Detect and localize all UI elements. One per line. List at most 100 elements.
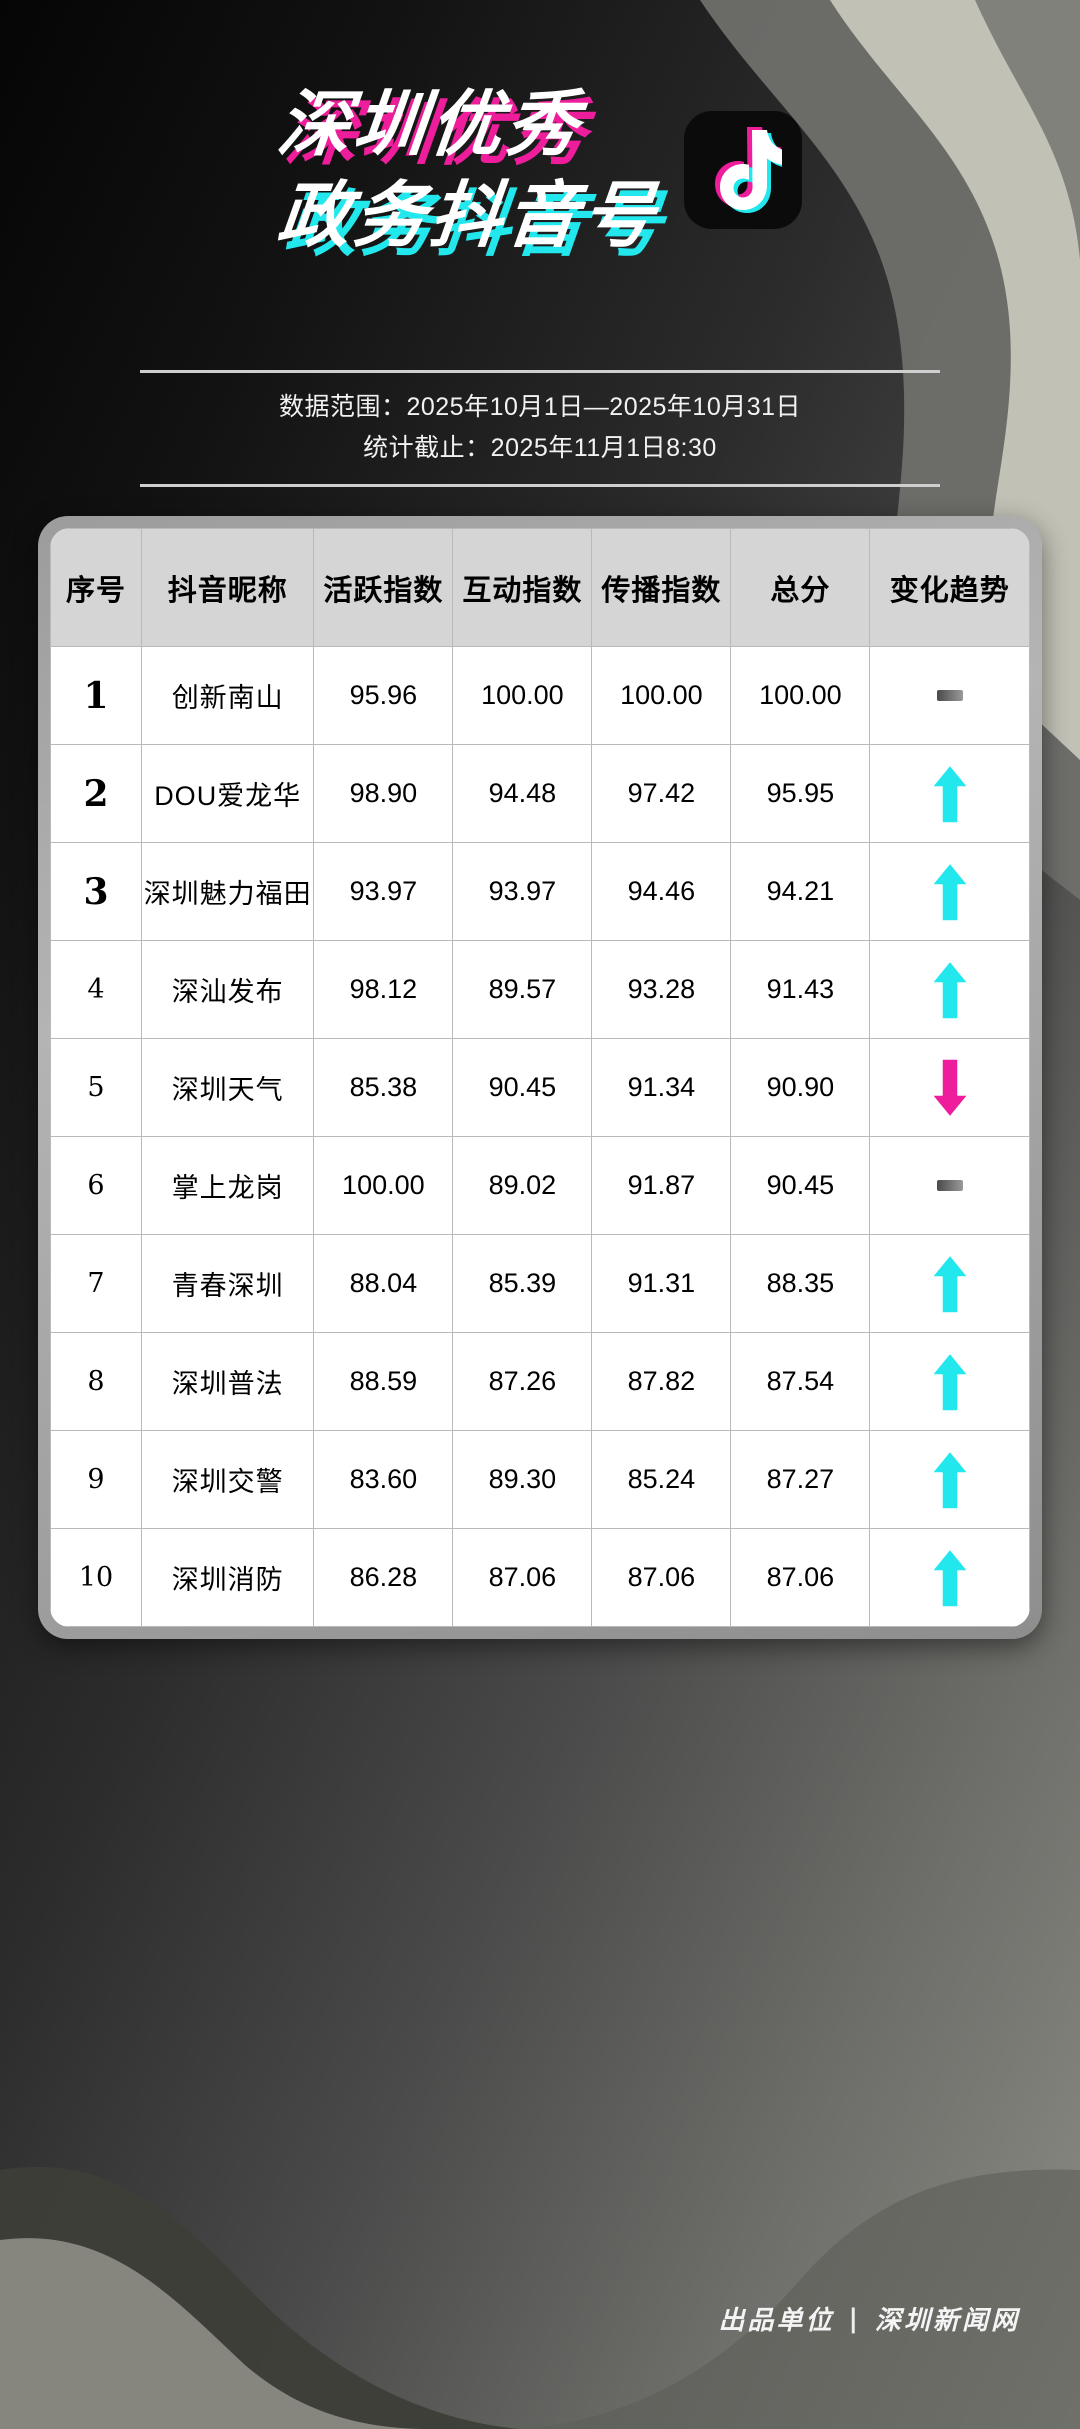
col-header-interact: 互动指数 (452, 528, 593, 647)
table-row: 6 掌上龙岗 100.00 89.02 91.87 90.45 (50, 1136, 1030, 1235)
cell-total-score: 90.45 (730, 1136, 871, 1235)
cell-total-score: 87.54 (730, 1332, 871, 1431)
table-header-row: 序号 抖音昵称 活跃指数 互动指数 传播指数 总分 变化趋势 (50, 528, 1030, 647)
cell-interact-index: 87.26 (452, 1332, 593, 1431)
cell-name: 掌上龙岗 (141, 1136, 315, 1235)
cell-name: 深汕发布 (141, 940, 315, 1039)
trend-up-icon (930, 959, 969, 1020)
cell-name: 创新南山 (141, 646, 315, 745)
title-row: 深圳优秀 政务抖音号 (0, 82, 1080, 257)
cell-interact-index: 93.97 (452, 842, 593, 941)
page-title-line-2: 政务抖音号 (273, 173, 663, 258)
table-row: 10 深圳消防 86.28 87.06 87.06 87.06 (50, 1528, 1030, 1627)
table-row: 4 深汕发布 98.12 89.57 93.28 91.43 (50, 940, 1030, 1039)
cell-active-index: 100.00 (313, 1136, 454, 1235)
cell-trend (869, 1430, 1030, 1529)
table-row: 2 DOU爱龙华 98.90 94.48 97.42 95.95 (50, 744, 1030, 843)
cell-interact-index: 85.39 (452, 1234, 593, 1333)
trend-flat-icon (936, 1180, 963, 1191)
cell-rank: 1 (50, 646, 143, 745)
trend-indicator (870, 1235, 1029, 1332)
cell-name: 深圳魅力福田 (141, 842, 315, 941)
trend-down-icon (930, 1057, 969, 1118)
trend-indicator (870, 843, 1029, 940)
cell-interact-index: 87.06 (452, 1528, 593, 1627)
trend-indicator (870, 1137, 1029, 1234)
cell-name: 深圳消防 (141, 1528, 315, 1627)
cell-active-index: 83.60 (313, 1430, 454, 1529)
table-row: 3 深圳魅力福田 93.97 93.97 94.46 94.21 (50, 842, 1030, 941)
cell-total-score: 88.35 (730, 1234, 871, 1333)
poster-header: 深圳优秀 政务抖音号 数据范围：2025年10月1日—2025年10月31日 统 (0, 0, 1080, 500)
footer-label: 出品单位 (718, 2306, 835, 2336)
cell-total-score: 90.90 (730, 1038, 871, 1137)
cell-rank: 7 (50, 1234, 143, 1333)
cell-rank: 8 (50, 1332, 143, 1431)
cell-interact-index: 89.30 (452, 1430, 593, 1529)
col-header-total: 总分 (730, 528, 871, 647)
cell-active-index: 95.96 (313, 646, 454, 745)
trend-flat-icon (936, 690, 963, 701)
cell-trend (869, 744, 1030, 843)
cell-active-index: 93.97 (313, 842, 454, 941)
cell-total-score: 91.43 (730, 940, 871, 1039)
data-cutoff-text: 统计截止：2025年11月1日8:30 (363, 433, 717, 462)
col-header-rank: 序号 (50, 528, 143, 647)
cell-name: 深圳交警 (141, 1430, 315, 1529)
cell-interact-index: 90.45 (452, 1038, 593, 1137)
ranking-card: 序号 抖音昵称 活跃指数 互动指数 传播指数 总分 变化趋势 1 创新南山 95.9… (38, 516, 1042, 1639)
cell-trend (869, 1136, 1030, 1235)
title-block: 深圳优秀 政务抖音号 (274, 82, 663, 257)
trend-indicator (870, 1431, 1029, 1528)
cell-interact-index: 89.02 (452, 1136, 593, 1235)
cell-rank: 2 (50, 744, 143, 843)
cell-interact-index: 89.57 (452, 940, 593, 1039)
trend-indicator (870, 745, 1029, 842)
cell-total-score: 87.27 (730, 1430, 871, 1529)
trend-indicator (870, 941, 1029, 1038)
cell-spread-index: 87.06 (591, 1528, 732, 1627)
trend-indicator (870, 1333, 1029, 1430)
col-header-active: 活跃指数 (313, 528, 454, 647)
cell-total-score: 94.21 (730, 842, 871, 941)
cell-rank: 9 (50, 1430, 143, 1529)
col-header-spread: 传播指数 (591, 528, 732, 647)
cell-name: 深圳普法 (141, 1332, 315, 1431)
table-row: 1 创新南山 95.96 100.00 100.00 100.00 (50, 646, 1030, 745)
cell-trend (869, 1234, 1030, 1333)
cell-active-index: 98.12 (313, 940, 454, 1039)
tiktok-logo (684, 111, 802, 230)
cell-trend (869, 842, 1030, 941)
cell-spread-index: 91.87 (591, 1136, 732, 1235)
data-range-block: 数据范围：2025年10月1日—2025年10月31日 统计截止：2025年11… (140, 370, 940, 487)
cell-rank: 5 (50, 1038, 143, 1137)
cell-total-score: 100.00 (730, 646, 871, 745)
cell-rank: 10 (50, 1528, 143, 1627)
cell-spread-index: 91.34 (591, 1038, 732, 1137)
cell-spread-index: 94.46 (591, 842, 732, 941)
cell-trend (869, 1528, 1030, 1627)
footer: 出品单位 | 深圳新闻网 (718, 2300, 1020, 2337)
cell-active-index: 88.04 (313, 1234, 454, 1333)
cell-spread-index: 91.31 (591, 1234, 732, 1333)
cell-rank: 3 (50, 842, 143, 941)
ranking-table: 序号 抖音昵称 活跃指数 互动指数 传播指数 总分 变化趋势 1 创新南山 95.9… (50, 528, 1030, 1627)
trend-indicator (870, 1529, 1029, 1626)
cell-interact-index: 100.00 (452, 646, 593, 745)
cell-name: DOU爱龙华 (141, 744, 315, 843)
cell-active-index: 88.59 (313, 1332, 454, 1431)
table-row: 7 青春深圳 88.04 85.39 91.31 88.35 (50, 1234, 1030, 1333)
table-head: 序号 抖音昵称 活跃指数 互动指数 传播指数 总分 变化趋势 (50, 528, 1030, 647)
cell-spread-index: 87.82 (591, 1332, 732, 1431)
trend-up-icon (930, 1351, 969, 1412)
cell-active-index: 98.90 (313, 744, 454, 843)
cell-spread-index: 85.24 (591, 1430, 732, 1529)
footer-organization: 深圳新闻网 (874, 2306, 1020, 2336)
trend-indicator (870, 1039, 1029, 1136)
trend-indicator (870, 647, 1029, 744)
cell-trend (869, 1332, 1030, 1431)
cell-spread-index: 100.00 (591, 646, 732, 745)
table-row: 9 深圳交警 83.60 89.30 85.24 87.27 (50, 1430, 1030, 1529)
trend-up-icon (930, 1449, 969, 1510)
